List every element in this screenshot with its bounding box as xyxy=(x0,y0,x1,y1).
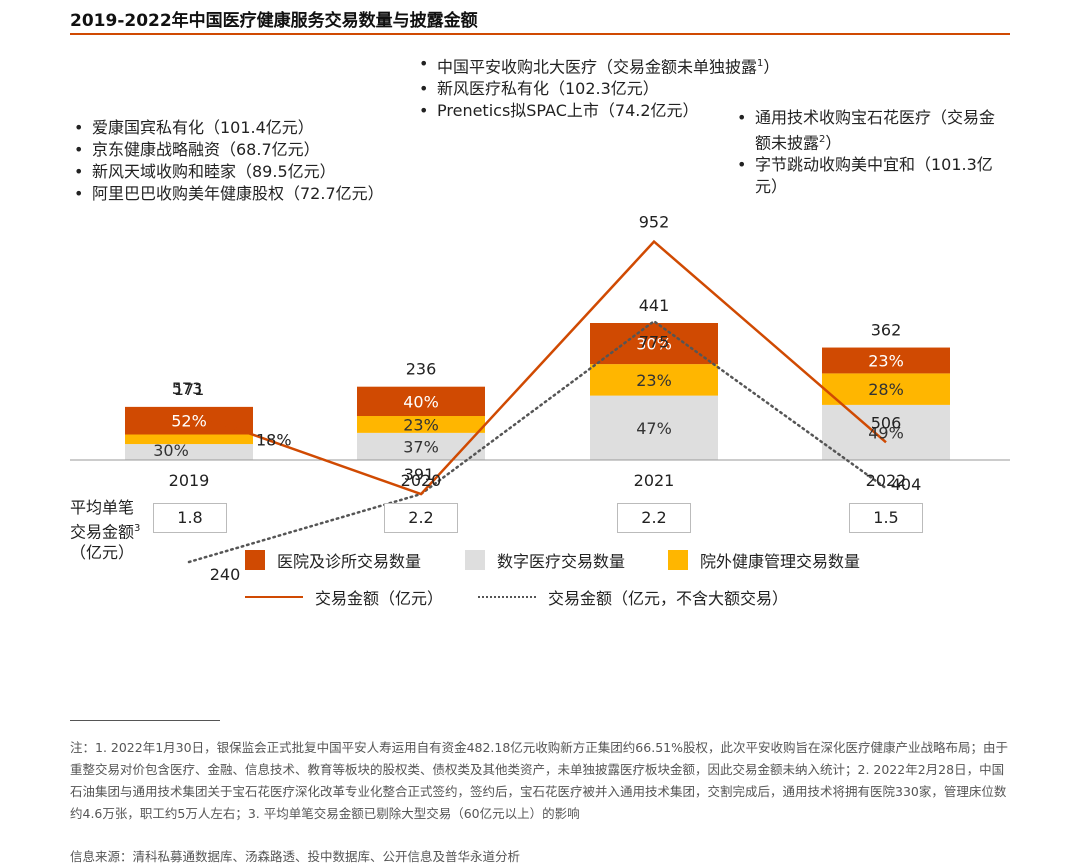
legend-label: 医院及诊所交易数量 xyxy=(277,552,422,571)
lines-layer xyxy=(187,239,888,564)
avg-deal-label-line: 交易金额3 xyxy=(70,522,141,542)
annotation-item: 京东健康战略融资（68.7亿元） xyxy=(70,139,430,161)
bar-total-label: 236 xyxy=(406,360,437,379)
bar-segment-label: 23% xyxy=(868,351,904,370)
bar-total-label: 362 xyxy=(871,321,902,340)
legend-swatch-outpatient xyxy=(668,550,688,570)
avg-deal-value: 1.8 xyxy=(153,503,227,533)
title-rule xyxy=(70,33,1010,35)
bar-segment-label: 47% xyxy=(636,419,672,438)
bar-segment-hospital xyxy=(822,347,950,374)
annotation-text: 字节跳动收购美中宜和（101.3亿元） xyxy=(755,155,993,197)
x-tick-label: 2021 xyxy=(634,471,675,490)
annotation-text: 中国平安收购北大医疗（交易金额未单独披露 xyxy=(437,57,758,77)
legend-label: 数字医疗交易数量 xyxy=(497,552,626,571)
legend-swatch-hospital xyxy=(245,550,265,570)
avg-deal-value: 1.5 xyxy=(849,503,923,533)
annotation-item: Prenetics拟SPAC上市（74.2亿元） xyxy=(415,100,835,122)
legend-label: 院外健康管理交易数量 xyxy=(700,552,861,571)
chart-title: 2019-2022年中国医疗健康服务交易数量与披露金额 xyxy=(70,11,478,31)
labels-layer: 30% 18% 52% 171 2019 37% 23% 40% 236 2020 47% 23% 30… xyxy=(153,213,921,584)
bar-segment-label: 23% xyxy=(403,415,439,434)
avg-deal-value: 2.2 xyxy=(384,503,458,533)
annotation-item: 字节跳动收购美中宜和（101.3亿元） xyxy=(733,154,1003,198)
x-tick-label: 2022 xyxy=(866,471,907,490)
annotation-text: 通用技术收购宝石花医疗（交易金额未披露 xyxy=(755,108,996,153)
bar-segment-label: 28% xyxy=(868,380,904,399)
annotation-item: 中国平安收购北大医疗（交易金额未单独披露1） xyxy=(415,53,835,78)
annotation-item: 阿里巴巴收购美年健康股权（72.7亿元） xyxy=(70,183,430,205)
annotation-after: ） xyxy=(763,57,780,77)
legend-digital: 数字医疗交易数量 xyxy=(465,548,625,572)
bar-segment-outpatient xyxy=(357,416,485,433)
bar-segment-label: 30% xyxy=(636,335,672,354)
legend-line-amount-excl: 交易金额（亿元，不含大额交易） xyxy=(478,585,788,609)
annotation-2019: 爱康国宾私有化（101.4亿元） 京东健康战略融资（68.7亿元） 新风天域收购… xyxy=(70,117,430,205)
bar-segment-label: 40% xyxy=(403,392,439,411)
source-note: 信息来源：清科私募通数据库、汤森路透、投中数据库、公开信息及普华永道分析 xyxy=(70,849,521,864)
legend-line-amount: 交易金额（亿元） xyxy=(245,585,443,609)
legend-label: 交易金额（亿元，不含大额交易） xyxy=(548,589,789,608)
annotation-item: 通用技术收购宝石花医疗（交易金额未披露2） xyxy=(733,107,1003,154)
bar-segment-label: 23% xyxy=(636,371,672,390)
bar-segment-hospital xyxy=(590,323,718,365)
annotation-item: 新风医疗私有化（102.3亿元） xyxy=(415,78,835,100)
x-tick-label: 2019 xyxy=(169,471,210,490)
bar-segment-label: 30% xyxy=(153,441,189,460)
line-value-label: 573 xyxy=(172,379,203,398)
bar-segment-outpatient xyxy=(822,373,950,405)
footnote: 注：1. 2022年1月30日，银保监会正式批复中国平安人寿运用自有资金482.… xyxy=(70,740,1008,821)
annotation-after: ） xyxy=(825,133,842,153)
bar-segment-digital xyxy=(125,444,253,460)
legend-outpatient: 院外健康管理交易数量 xyxy=(668,548,860,572)
bar-segment-label: 49% xyxy=(868,423,904,442)
annotation-text: Prenetics拟SPAC上市（74.2亿元） xyxy=(437,101,699,121)
legend-hospital: 医院及诊所交易数量 xyxy=(245,548,421,572)
legend-label: 交易金额（亿元） xyxy=(315,589,444,608)
annotation-2021: 中国平安收购北大医疗（交易金额未单独披露1） 新风医疗私有化（102.3亿元） … xyxy=(415,53,835,122)
annotation-item: 爱康国宾私有化（101.4亿元） xyxy=(70,117,430,139)
annotation-text: 新风医疗私有化（102.3亿元） xyxy=(437,79,659,99)
annotation-sup: 2 xyxy=(819,134,826,145)
bar-segment-outpatient xyxy=(590,364,718,396)
annotation-2022: 通用技术收购宝石花医疗（交易金额未披露2） 字节跳动收购美中宜和（101.3亿元… xyxy=(733,107,1003,198)
bar-segment-hospital xyxy=(125,406,253,435)
bar-segment-digital xyxy=(590,395,718,460)
annotation-item: 新风天域收购和睦家（89.5亿元） xyxy=(70,161,430,183)
series-line-amount-excl xyxy=(187,319,888,564)
avg-deal-label-line: 平均单笔 xyxy=(70,498,135,517)
bar-segment-outpatient xyxy=(125,434,253,445)
legend-swatch-digital xyxy=(465,550,485,570)
line-value-label: 240 xyxy=(210,565,241,584)
bar-segment-label: 37% xyxy=(403,437,439,456)
chart-svg: 30% 18% 52% 171 2019 37% 23% 40% 236 2020 47% 23% 30… xyxy=(70,213,1010,584)
bar-total-label: 441 xyxy=(639,296,670,315)
legend-line-dotted xyxy=(478,596,536,598)
avg-deal-value: 2.2 xyxy=(617,503,691,533)
avg-deal-label-line: （亿元） xyxy=(70,543,135,563)
annotation-sup: 1 xyxy=(757,58,764,69)
line-value-label: 391 xyxy=(404,465,435,484)
bars-layer xyxy=(70,323,1010,461)
line-value-label: 775 xyxy=(639,332,670,351)
avg-deal-label: 平均单笔 交易金额3 （亿元） xyxy=(70,497,140,563)
series-line-amount xyxy=(188,239,887,496)
line-value-label: 506 xyxy=(871,413,902,432)
line-value-label: 952 xyxy=(639,213,670,232)
bar-segment-label: 52% xyxy=(171,412,207,431)
bar-total-label: 171 xyxy=(174,380,205,399)
bar-segment-hospital xyxy=(357,386,485,417)
bar-segment-digital xyxy=(822,404,950,460)
footnote-rule xyxy=(70,720,220,721)
legend-line-solid xyxy=(245,596,303,598)
bar-segment-label: 18% xyxy=(256,430,292,449)
x-tick-label: 2020 xyxy=(401,471,442,490)
line-value-label: 404 xyxy=(891,475,922,494)
